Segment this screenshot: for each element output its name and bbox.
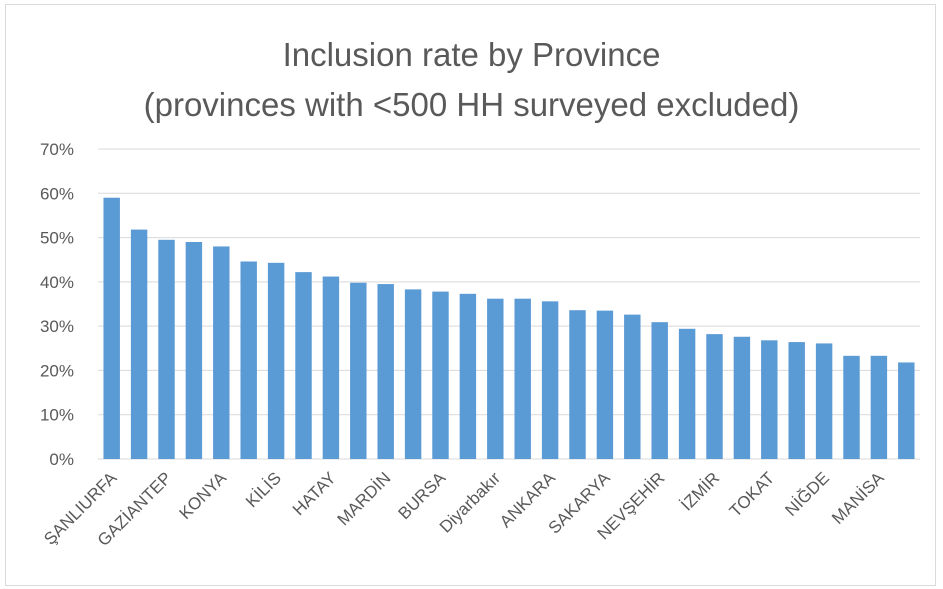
x-tick-label: NİĞDE — [781, 468, 833, 520]
bar — [185, 242, 203, 459]
bar — [651, 322, 668, 459]
bar — [213, 246, 230, 459]
x-tick-label: KİLİS — [242, 468, 285, 511]
bar — [295, 272, 312, 459]
bar — [514, 298, 531, 459]
bar — [432, 291, 449, 459]
y-tick-label: 40% — [40, 273, 74, 292]
bar — [240, 261, 257, 459]
y-tick-label: 0% — [49, 450, 74, 469]
x-tick-label: KONYA — [175, 468, 230, 523]
y-tick-label: 10% — [40, 406, 74, 425]
bar — [788, 342, 805, 459]
x-tick-label: BURSA — [394, 468, 449, 523]
x-tick-label: İZMİR — [677, 468, 723, 514]
x-tick-label: MANİSA — [828, 468, 888, 528]
chart-title: Inclusion rate by Province (provinces wi… — [0, 30, 943, 130]
bar — [267, 262, 285, 459]
bar — [404, 289, 422, 459]
bar — [350, 282, 367, 459]
bar — [596, 310, 614, 459]
bar — [898, 362, 915, 459]
bar — [761, 340, 778, 459]
bar — [322, 276, 340, 459]
bar — [103, 197, 120, 459]
bar — [870, 355, 888, 459]
bar — [459, 293, 477, 459]
x-tick-label: Diyarbakır — [436, 468, 504, 536]
bar — [130, 229, 148, 459]
bar — [569, 310, 586, 459]
bar — [678, 328, 696, 459]
bar — [158, 239, 175, 459]
bar — [733, 336, 751, 459]
bar — [377, 284, 394, 459]
y-tick-label: 70% — [40, 140, 74, 159]
bar — [843, 355, 860, 459]
y-tick-label: 20% — [40, 361, 74, 380]
bar — [624, 314, 641, 459]
x-tick-label: TOKAT — [726, 468, 778, 520]
bar — [815, 343, 833, 459]
y-tick-label: 50% — [40, 229, 74, 248]
y-tick-label: 60% — [40, 184, 74, 203]
bar — [541, 301, 559, 459]
chart-title-line-1: Inclusion rate by Province — [282, 36, 661, 73]
chart-title-line-2: (provinces with <500 HH surveyed exclude… — [143, 86, 800, 123]
bar — [487, 298, 504, 459]
x-tick-label: MARDİN — [334, 468, 395, 529]
y-tick-label: 30% — [40, 317, 74, 336]
x-tick-label: HATAY — [289, 468, 340, 519]
bar — [706, 334, 723, 459]
